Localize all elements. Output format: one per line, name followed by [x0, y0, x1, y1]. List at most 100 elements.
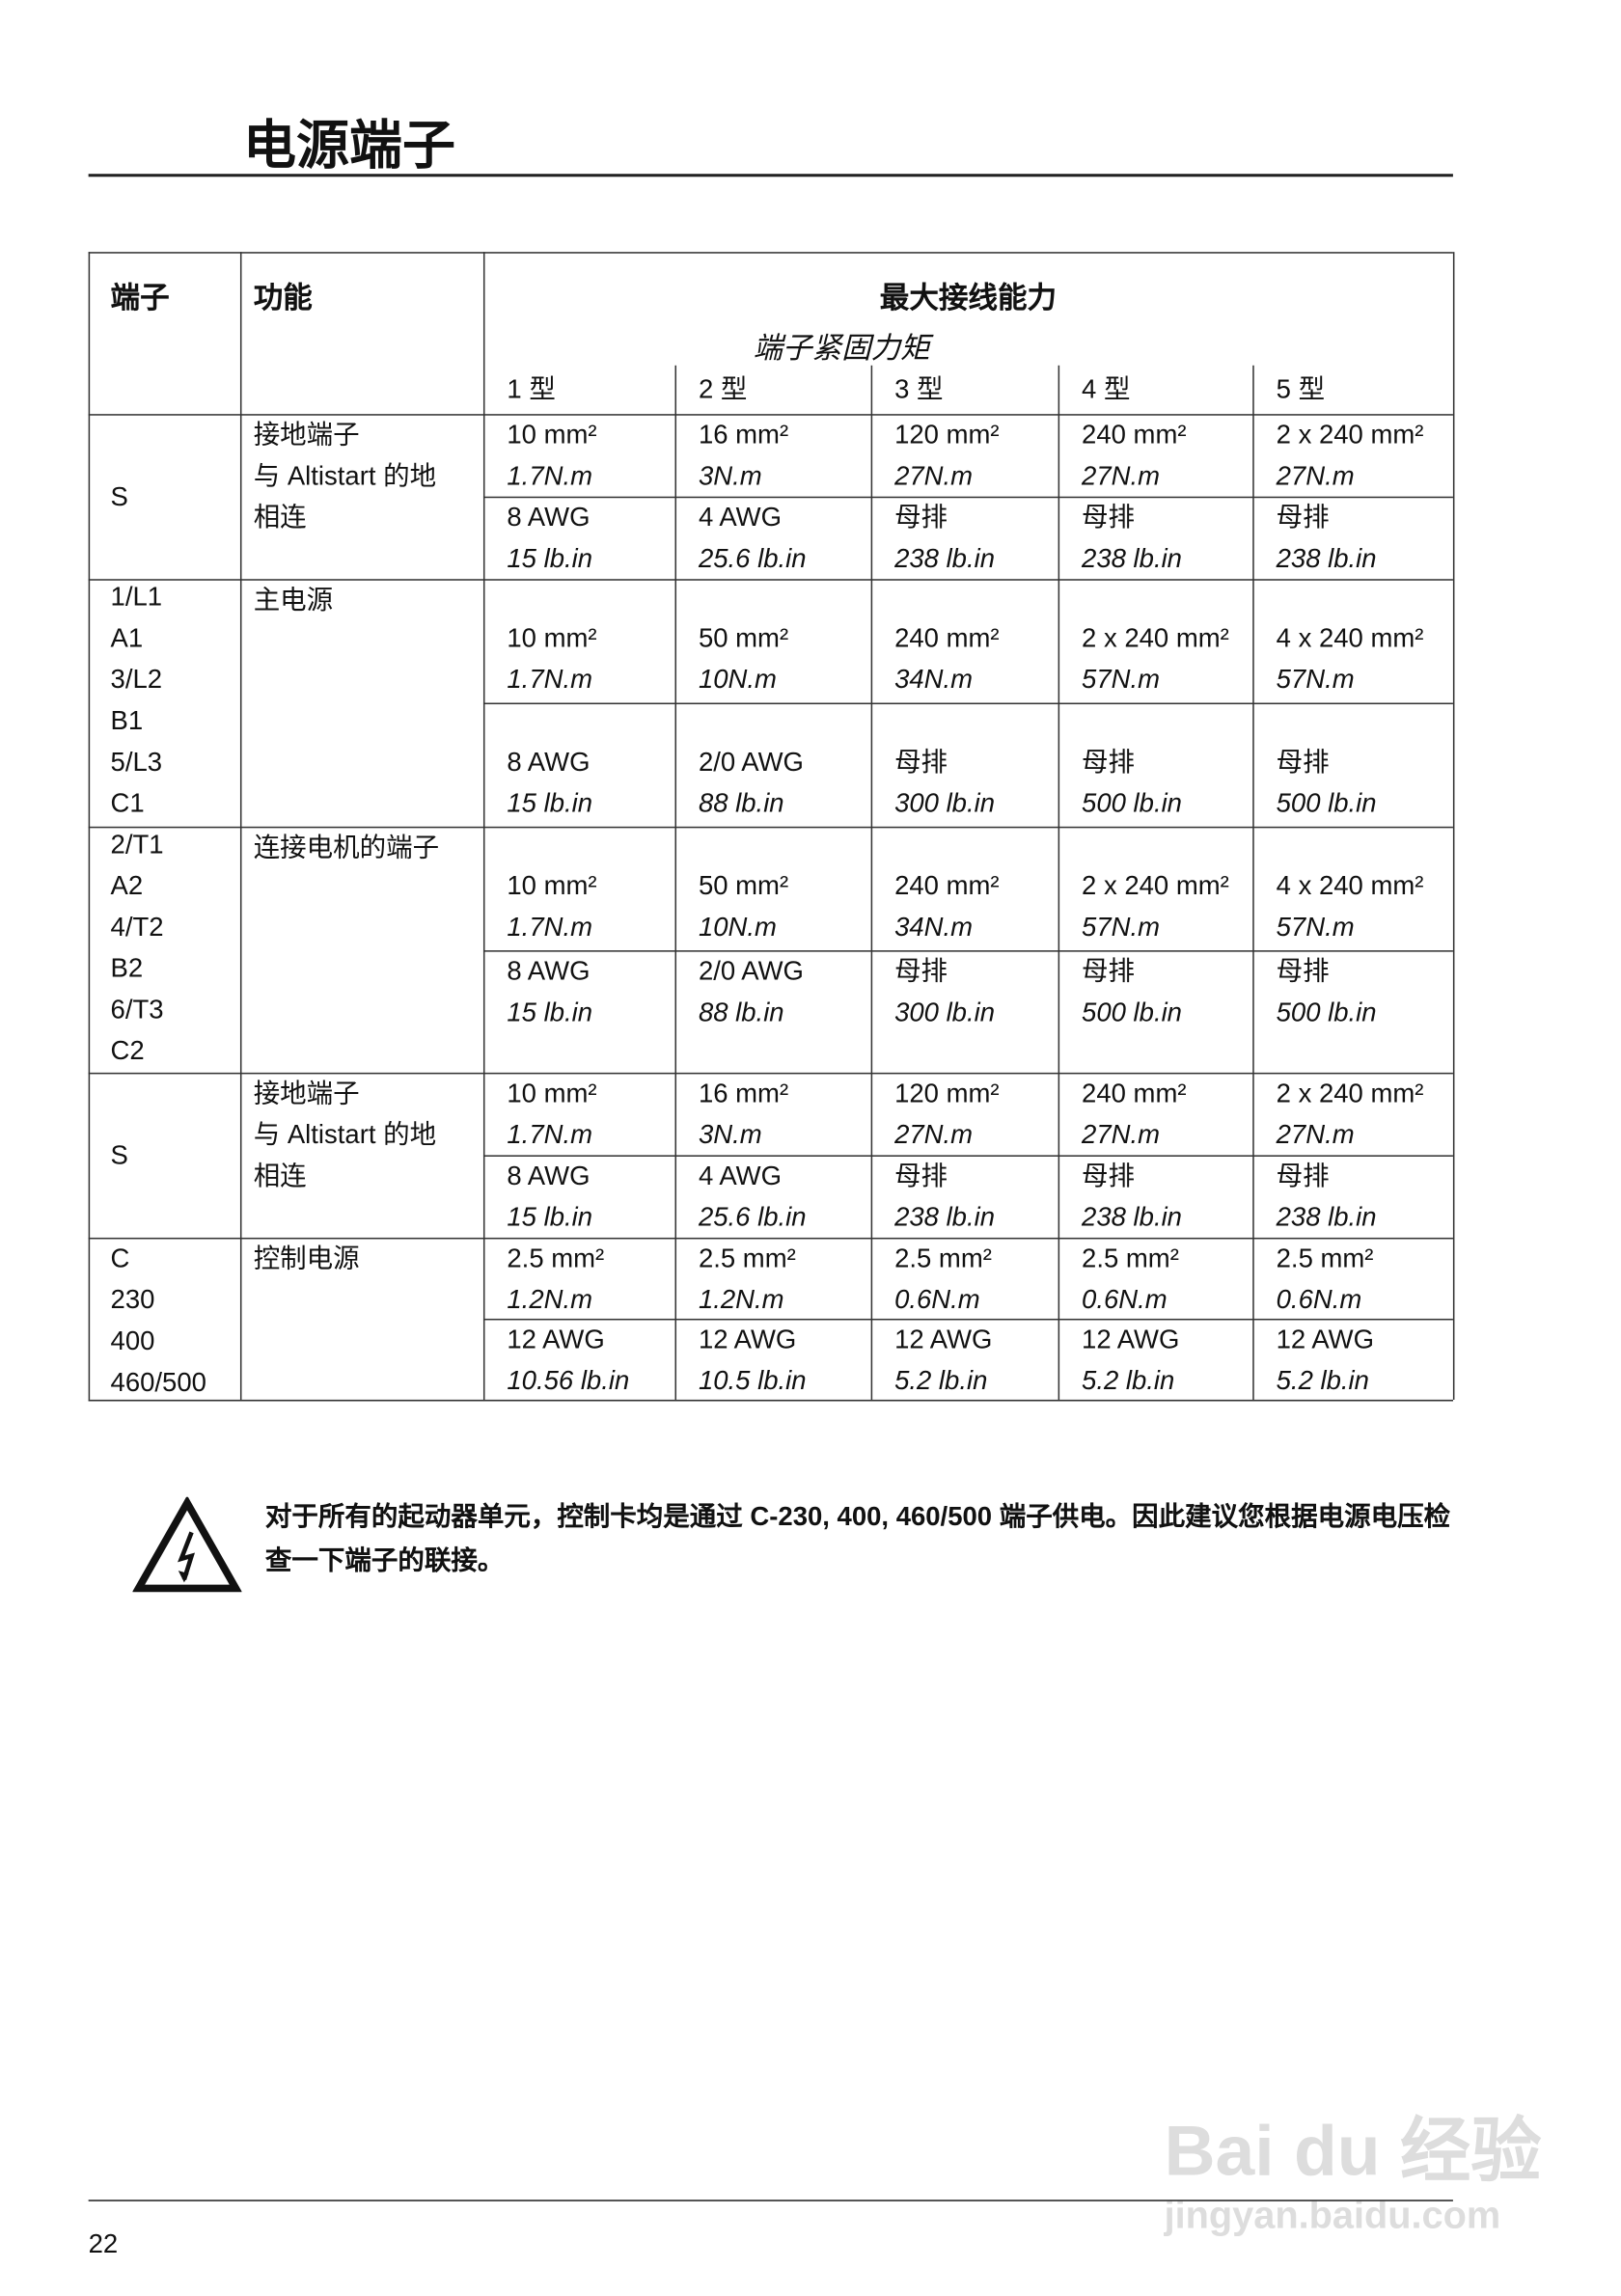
- function-label: 相连: [253, 1161, 307, 1191]
- wire-size: 母排: [1276, 502, 1330, 533]
- terminal-label: 460/500: [110, 1367, 206, 1397]
- column-divider: [1452, 252, 1455, 1400]
- wire-size: 4 AWG: [698, 502, 783, 533]
- row-divider: [482, 950, 1453, 952]
- tightening-torque: 5.2 lb.in: [1276, 1365, 1369, 1396]
- wire-size: 母排: [1276, 956, 1330, 986]
- wire-size: 240 mm²: [894, 870, 1000, 901]
- tightening-torque: 238 lb.in: [1276, 543, 1377, 574]
- tightening-torque: 1.7N.m: [507, 664, 593, 695]
- terminal-label: B1: [110, 705, 144, 736]
- group-divider: [88, 1399, 1453, 1402]
- header-torque: 端子紧固力矩: [753, 330, 930, 366]
- wire-size: 母排: [894, 747, 948, 777]
- row-divider: [482, 1155, 1453, 1157]
- group-divider: [88, 826, 1453, 829]
- tightening-torque: 10.56 lb.in: [507, 1365, 630, 1396]
- tightening-torque: 10N.m: [698, 664, 777, 695]
- wire-size: 母排: [1082, 747, 1136, 777]
- header-type-3: 3 型: [894, 373, 944, 404]
- tightening-torque: 25.6 lb.in: [698, 543, 807, 574]
- tightening-torque: 57N.m: [1276, 664, 1355, 695]
- wire-size: 16 mm²: [698, 420, 789, 450]
- wire-size: 12 AWG: [894, 1325, 993, 1354]
- watermark-brand: Bai du 经验: [1164, 2113, 1542, 2192]
- header-type-4: 4 型: [1082, 373, 1131, 404]
- column-divider: [674, 365, 677, 1400]
- tightening-torque: 1.7N.m: [507, 912, 593, 942]
- column-divider: [482, 252, 485, 1400]
- wire-size: 240 mm²: [1082, 1078, 1187, 1108]
- terminal-label: C1: [110, 788, 145, 818]
- wire-size: 8 AWG: [507, 1161, 591, 1191]
- tightening-torque: 500 lb.in: [1276, 997, 1377, 1027]
- wire-size: 4 x 240 mm²: [1276, 870, 1424, 901]
- tightening-torque: 15 lb.in: [507, 997, 593, 1027]
- tightening-torque: 238 lb.in: [1276, 1202, 1377, 1232]
- terminal-label: B2: [110, 953, 144, 983]
- page-title: 电源端子: [243, 115, 455, 178]
- footer-rule: [88, 2200, 1453, 2201]
- header-terminal: 端子: [110, 280, 170, 315]
- tightening-torque: 0.6N.m: [1082, 1284, 1168, 1315]
- wire-size: 12 AWG: [698, 1325, 797, 1354]
- wire-size: 母排: [1276, 1161, 1330, 1191]
- tightening-torque: 57N.m: [1276, 912, 1355, 942]
- tightening-torque: 3N.m: [698, 1119, 762, 1150]
- title-rule: [88, 174, 1453, 177]
- header-function: 功能: [253, 280, 313, 315]
- terminal-label: A2: [110, 870, 144, 901]
- wire-size: 母排: [894, 956, 948, 986]
- function-label: 与 Altistart 的地: [253, 461, 437, 491]
- terminal-label: 3/L2: [110, 664, 163, 695]
- terminal-label: 6/T3: [110, 994, 164, 1025]
- tightening-torque: 1.2N.m: [507, 1284, 593, 1315]
- tightening-torque: 88 lb.in: [698, 997, 784, 1027]
- tightening-torque: 27N.m: [1276, 461, 1355, 491]
- tightening-torque: 27N.m: [894, 461, 974, 491]
- wire-size: 10 mm²: [507, 1078, 597, 1108]
- tightening-torque: 238 lb.in: [1082, 1202, 1182, 1232]
- wire-size: 12 AWG: [1082, 1325, 1180, 1354]
- function-label: 接地端子: [253, 1078, 360, 1108]
- wire-size: 母排: [1082, 1161, 1136, 1191]
- tightening-torque: 88 lb.in: [698, 788, 784, 818]
- column-divider: [88, 252, 91, 1400]
- warning-text: 对于所有的起动器单元，控制卡均是通过 C-230, 400, 460/500 端…: [264, 1501, 1451, 1575]
- row-divider: [482, 496, 1453, 499]
- tightening-torque: 57N.m: [1082, 912, 1161, 942]
- wire-size: 2.5 mm²: [1276, 1244, 1374, 1273]
- wire-size: 8 AWG: [507, 956, 591, 986]
- wire-size: 2.5 mm²: [1082, 1244, 1179, 1273]
- tightening-torque: 15 lb.in: [507, 788, 593, 818]
- tightening-torque: 0.6N.m: [894, 1284, 980, 1315]
- terminal-label: C: [110, 1244, 130, 1273]
- column-divider: [239, 252, 242, 1400]
- wire-size: 2 x 240 mm²: [1276, 420, 1424, 450]
- wire-size: 2 x 240 mm²: [1276, 1078, 1424, 1108]
- terminal-label: A1: [110, 623, 144, 653]
- group-divider: [88, 1072, 1453, 1075]
- wire-size: 2.5 mm²: [698, 1244, 796, 1273]
- tightening-torque: 34N.m: [894, 912, 974, 942]
- function-label: 连接电机的端子: [253, 832, 440, 862]
- wire-size: 2 x 240 mm²: [1082, 870, 1229, 901]
- terminal-label: 5/L3: [110, 747, 163, 777]
- tightening-torque: 27N.m: [1082, 461, 1161, 491]
- tightening-torque: 500 lb.in: [1082, 997, 1182, 1027]
- page-number: 22: [88, 2228, 119, 2259]
- tightening-torque: 10.5 lb.in: [698, 1365, 807, 1396]
- wire-size: 240 mm²: [1082, 420, 1187, 450]
- header-divider: [88, 414, 1453, 416]
- column-divider: [1058, 365, 1060, 1400]
- header-type-5: 5 型: [1276, 373, 1326, 404]
- wire-size: 2.5 mm²: [507, 1244, 605, 1273]
- terminal-label: S: [110, 481, 128, 511]
- tightening-torque: 27N.m: [894, 1119, 974, 1150]
- terminal-label: 400: [110, 1326, 155, 1356]
- tightening-torque: 27N.m: [1276, 1119, 1355, 1150]
- column-divider: [870, 365, 873, 1400]
- tightening-torque: 57N.m: [1082, 664, 1161, 695]
- tightening-torque: 15 lb.in: [507, 543, 593, 574]
- tightening-torque: 1.7N.m: [507, 1119, 593, 1150]
